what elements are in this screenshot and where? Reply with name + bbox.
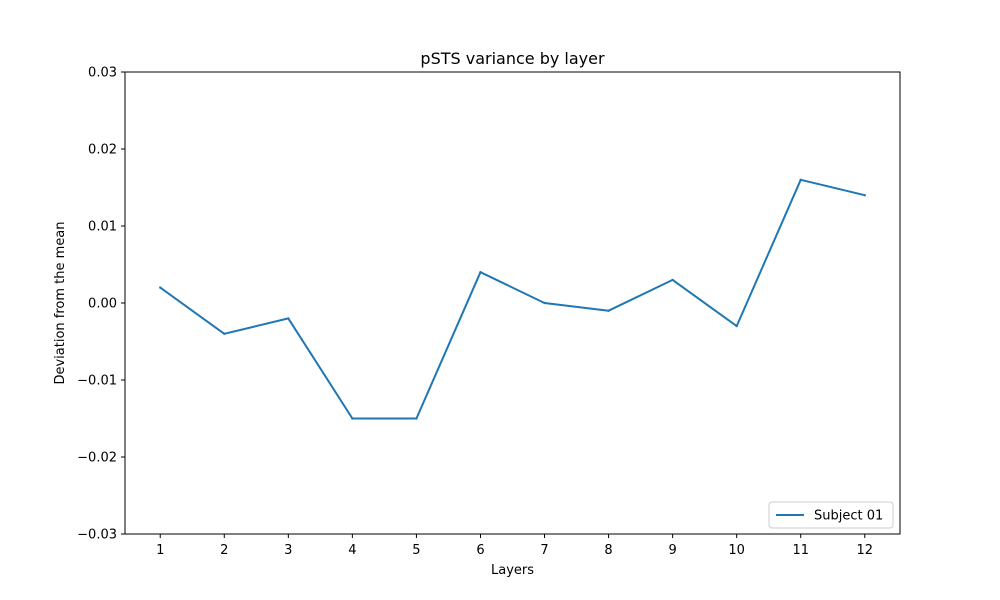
y-axis-ticks: −0.03 −0.02 −0.01 0.00 0.01 0.02 0.03 [77, 66, 125, 543]
x-axis-ticks: 1 2 3 4 5 6 7 8 9 10 11 12 [156, 534, 873, 558]
y-tick-label: 0.02 [88, 143, 117, 158]
x-tick-label: 2 [220, 543, 228, 558]
x-tick-label: 5 [412, 543, 420, 558]
x-tick-label: 6 [476, 543, 484, 558]
x-tick-label: 8 [604, 543, 612, 558]
y-tick-label: 0.00 [88, 297, 117, 312]
x-axis-label: Layers [491, 563, 534, 578]
series-point [351, 417, 354, 420]
legend-label-subject-01: Subject 01 [814, 509, 883, 524]
x-tick-label: 3 [284, 543, 292, 558]
plot-frame [124, 71, 901, 535]
y-tick-label: 0.01 [88, 220, 117, 235]
y-tick-label: −0.03 [77, 528, 117, 543]
legend-box [768, 501, 894, 529]
x-tick-label: 4 [348, 543, 356, 558]
legend: Subject 01 [768, 501, 894, 529]
y-tick-label: 0.03 [88, 66, 117, 81]
x-tick-label: 7 [540, 543, 548, 558]
y-tick-label: −0.01 [77, 374, 117, 389]
series-point [671, 278, 674, 282]
series-point [223, 332, 226, 335]
series-point [863, 194, 866, 197]
series-layer [159, 178, 866, 420]
series-point [799, 178, 802, 181]
series-line-subject-01 [159, 178, 866, 420]
x-tick-label: 11 [792, 543, 809, 558]
series-point [415, 417, 418, 420]
series-point [607, 309, 610, 312]
series-point [159, 286, 162, 289]
series-point [543, 301, 546, 305]
series-point [287, 317, 290, 320]
series-point [735, 324, 738, 328]
x-tick-label: 9 [668, 543, 676, 558]
x-tick-label: 1 [156, 543, 164, 558]
y-tick-label: −0.02 [77, 451, 117, 466]
series-point [479, 271, 482, 274]
y-axis-label: Deviation from the mean [53, 221, 68, 384]
x-tick-label: 10 [728, 543, 745, 558]
chart-title: pSTS variance by layer [420, 49, 605, 68]
x-tick-label: 12 [856, 543, 873, 558]
